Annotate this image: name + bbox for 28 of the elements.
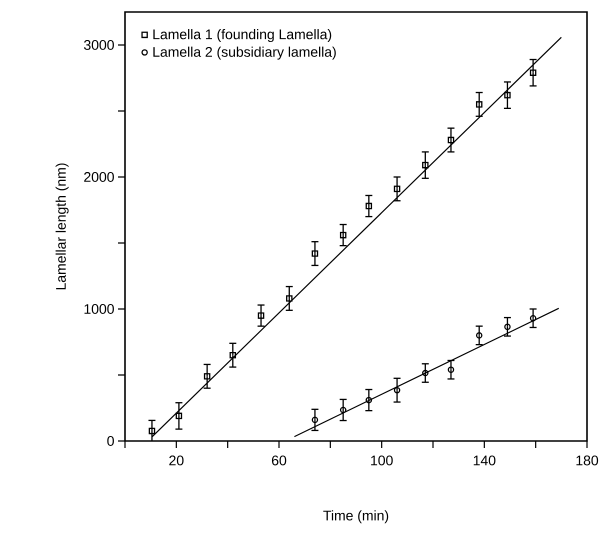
point [286,295,293,302]
point [504,92,511,98]
point [312,250,318,257]
legend-label: Lamella 1 (founding Lamella) [153,29,332,42]
point [448,136,454,144]
point [204,373,210,380]
y-tick-label: 1000 [84,304,114,314]
point [258,312,264,319]
legend-label: Lamella 2 (subsidiary lamella) [153,46,336,60]
y-axis-title: Lamellar length (nm) [56,163,69,290]
x-tick-label: 20 [169,456,184,466]
x-tick-label: 180 [576,456,598,466]
point [148,428,156,434]
y-tick-label: 2000 [84,172,114,182]
x-tick-label: 140 [474,456,496,466]
point [366,202,372,210]
x-axis-title: Time (min) [323,510,388,524]
y-tick-label: 0 [107,436,114,446]
x-tick-label: 60 [272,456,286,466]
point [394,186,400,192]
point [530,69,536,76]
point [230,352,236,358]
x-tick-label: 100 [371,456,393,466]
y-tick-label: 3000 [84,40,114,50]
point [476,101,482,108]
point [176,412,182,420]
point [340,232,346,238]
point [422,162,429,168]
